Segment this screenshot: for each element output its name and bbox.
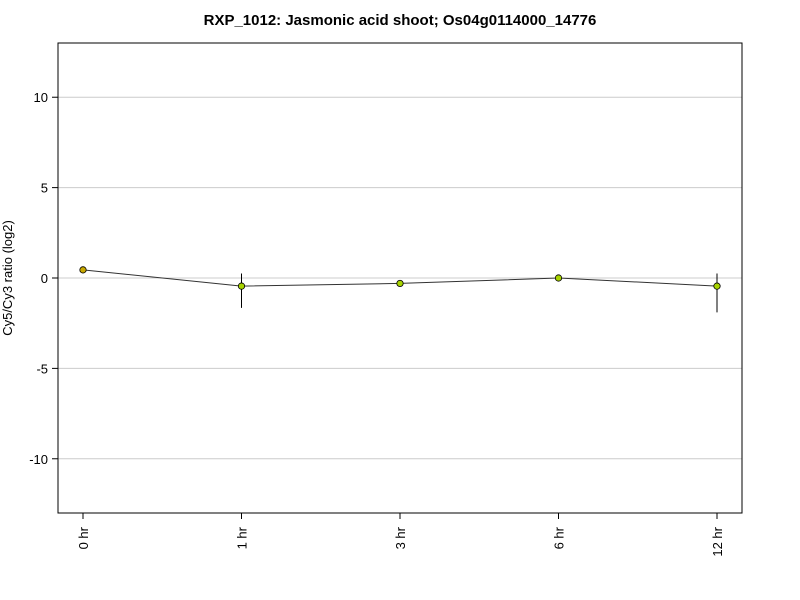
grid-lines (58, 96, 742, 460)
y-tick-label: -10 (29, 452, 48, 467)
x-tick-label: 1 hr (235, 526, 250, 549)
data-point (237, 282, 246, 290)
y-tick-label: 5 (41, 181, 48, 196)
y-tick-label: 10 (34, 90, 48, 105)
y-axis-label: Cy5/Cy3 ratio (log2) (0, 220, 15, 336)
series-group (79, 266, 721, 313)
x-tick-label: 0 hr (76, 526, 91, 549)
chart-title: RXP_1012: Jasmonic acid shoot; Os04g0114… (203, 12, 597, 29)
y-tick-label: -5 (36, 361, 48, 376)
x-axis: 0 hr 1 hr 3 hr 6 hr 12 hr (76, 513, 725, 557)
data-point (396, 279, 404, 288)
y-tick-label: 0 (41, 271, 48, 286)
data-point (79, 266, 87, 274)
x-tick-label: 12 hr (710, 526, 725, 556)
x-tick-label: 3 hr (393, 526, 408, 549)
data-point (713, 282, 721, 290)
y-axis: -10 -5 0 5 10 (29, 90, 58, 467)
x-tick-label: 6 hr (552, 526, 567, 549)
data-point (554, 274, 563, 282)
